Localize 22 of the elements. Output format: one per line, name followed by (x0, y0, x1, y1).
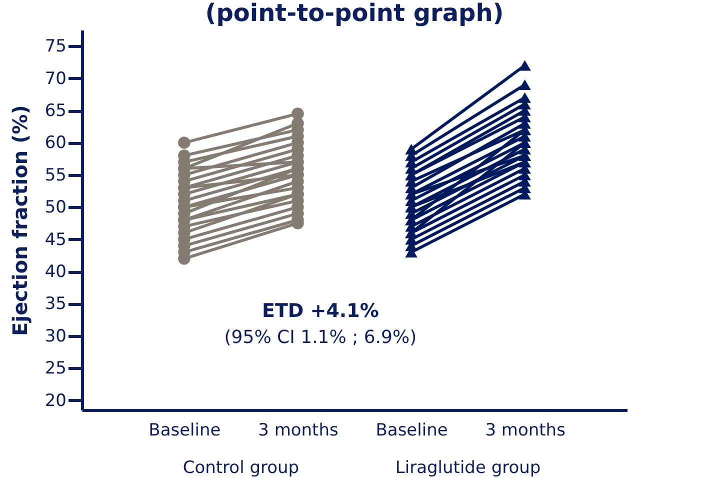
y-tick-label: 75 (44, 36, 66, 57)
y-axis-title: Ejection fraction (%) (8, 105, 32, 336)
y-tick-label: 25 (44, 358, 66, 379)
y-tick-label: 65 (44, 101, 66, 122)
chart-title: (point-to-point graph) (205, 0, 504, 27)
y-tick-label: 20 (44, 390, 66, 411)
annotation: (95% CI 1.1% ; 6.9%) (224, 326, 417, 348)
y-tick-label: 70 (44, 68, 66, 89)
text: Liraglutide group (395, 458, 541, 478)
x-tick-label: 3 months (485, 420, 566, 440)
y-tick-label: 35 (44, 294, 66, 314)
y-tick-label: 40 (44, 262, 66, 282)
y-tick-label: 50 (44, 198, 66, 218)
y-tick-label: 45 (44, 230, 66, 250)
text: Control group (182, 458, 300, 478)
annotation: ETD +4.1% (262, 300, 379, 322)
y-tick-label: 55 (44, 165, 66, 186)
y-tick-label: 30 (44, 326, 66, 346)
x-tick-label: 3 months (258, 420, 338, 440)
x-tick-label: Baseline (376, 420, 448, 440)
y-tick-label: 60 (44, 133, 66, 154)
x-tick-label: Baseline (148, 420, 221, 440)
